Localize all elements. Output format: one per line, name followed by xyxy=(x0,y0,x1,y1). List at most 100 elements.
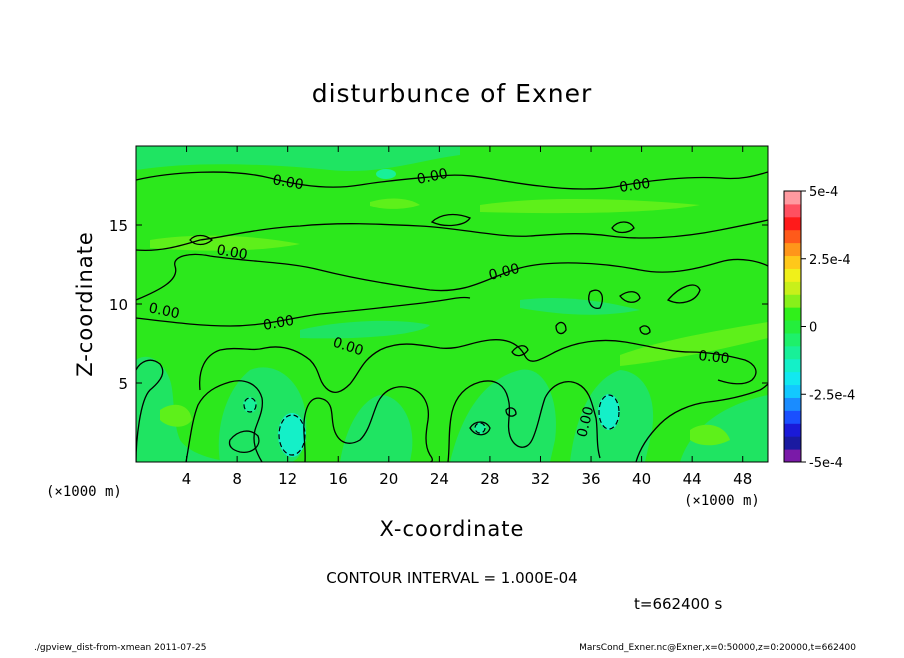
colorbar-tick-label: 2.5e-4 xyxy=(809,253,851,268)
field-patch xyxy=(278,413,306,457)
field-patch xyxy=(690,424,730,446)
contour-line-negative xyxy=(474,422,486,434)
contour-label: 0.00 xyxy=(416,166,450,188)
colorbar-swatch xyxy=(784,332,801,347)
y-axis-label: Z-coordinate xyxy=(73,231,97,377)
contour-line xyxy=(611,221,635,234)
colorbar-ticks: 5e-4 2.5e-4 0 -2.5e-4 -5e-4 xyxy=(801,185,855,471)
contour-line xyxy=(505,407,517,417)
field-patch xyxy=(136,356,240,462)
x-tick-label: 28 xyxy=(480,470,499,488)
colorbar-swatch xyxy=(784,345,801,360)
contour-line xyxy=(136,219,768,252)
plot-area: 0.00 0.00 0.00 0.00 0.00 0.00 0.00 0.00 … xyxy=(109,145,769,488)
contour-label: 0.00 xyxy=(574,405,597,439)
colorbar-swatch xyxy=(784,436,801,450)
field-patch xyxy=(680,395,768,462)
contour-line xyxy=(619,291,641,303)
colorbar-swatch xyxy=(784,216,801,231)
contour-line xyxy=(136,359,164,462)
contour-line xyxy=(469,421,491,436)
colorbar-swatch xyxy=(784,371,801,386)
field-patch xyxy=(150,235,300,251)
contour-line xyxy=(447,380,601,462)
x-tick-label: 48 xyxy=(733,470,752,488)
colorbar-swatch xyxy=(784,294,801,308)
colorbar-tick-label: 0 xyxy=(809,321,817,336)
contour-line xyxy=(666,284,701,304)
colorbar-tick-label: -2.5e-4 xyxy=(809,388,855,403)
y-tick-label: 15 xyxy=(109,217,128,235)
y-tick-label: 5 xyxy=(118,375,128,393)
x-tick-label: 44 xyxy=(683,470,702,488)
contour-line xyxy=(430,213,471,227)
field-patch xyxy=(520,298,640,315)
field-patch xyxy=(136,146,460,172)
contour-line xyxy=(136,171,768,190)
contour-line xyxy=(635,383,768,462)
contour-line xyxy=(136,253,768,301)
colorbar-swatch xyxy=(784,397,801,411)
x-tick-label: 32 xyxy=(531,470,550,488)
colorbar-swatch xyxy=(784,255,801,269)
contour-line-negative xyxy=(598,394,620,430)
colorbar-tick-label: 5e-4 xyxy=(809,185,838,200)
contour-line xyxy=(639,325,651,335)
field-patch xyxy=(340,395,413,462)
x-unit-label-right: (×1000 m) xyxy=(684,493,760,509)
field-patch xyxy=(160,404,192,427)
contour-line xyxy=(588,289,604,309)
colorbar-swatch xyxy=(784,268,801,282)
field-patch xyxy=(370,198,420,209)
x-axis-label: X-coordinate xyxy=(380,517,525,541)
field-patch xyxy=(450,369,556,462)
field-patch xyxy=(300,320,430,339)
contour-line xyxy=(136,296,471,327)
colorbar-swatch xyxy=(784,449,801,463)
x-tick-label: 4 xyxy=(182,470,192,488)
colorbar-swatch xyxy=(784,410,801,424)
contour-line xyxy=(199,339,757,394)
colorbar: 5e-4 2.5e-4 0 -2.5e-4 -5e-4 xyxy=(783,185,855,471)
colorbar-swatch xyxy=(784,320,801,334)
field-patch xyxy=(480,198,700,214)
contour-line-negative xyxy=(278,414,306,456)
x-tick-label: 24 xyxy=(430,470,449,488)
contour-line xyxy=(303,386,433,462)
colorbar-swatch xyxy=(784,358,801,373)
colorbar-swatch xyxy=(784,203,801,218)
x-tick-label: 36 xyxy=(581,470,600,488)
colorbar-swatches xyxy=(784,191,801,463)
footer-right: MarsCond_Exner.nc@Exner,x=0:50000,z=0:20… xyxy=(579,643,856,653)
footer-left: ./gpview_dist-from-xmean 2011-07-25 xyxy=(34,643,206,653)
contour-label: 0.00 xyxy=(262,313,295,334)
contour-line xyxy=(555,321,567,335)
field-patch xyxy=(620,322,768,366)
contour-lines xyxy=(136,171,768,462)
negative-contours xyxy=(243,394,620,456)
contour-label: 0.00 xyxy=(215,242,248,263)
x-tick-label: 12 xyxy=(278,470,297,488)
y-tick-label: 10 xyxy=(109,296,128,314)
contour-label: 0.00 xyxy=(618,176,651,196)
contour-line xyxy=(228,430,260,453)
x-tick-label: 20 xyxy=(379,470,398,488)
contour-label: 0.00 xyxy=(698,348,731,367)
x-tick-label: 40 xyxy=(632,470,651,488)
colorbar-swatch xyxy=(784,242,801,257)
colorbar-swatch xyxy=(784,384,801,398)
field-patch xyxy=(376,169,396,179)
field-patch xyxy=(598,394,620,430)
x-tick-label: 16 xyxy=(329,470,348,488)
time-label: t=662400 s xyxy=(634,595,722,613)
field-patch xyxy=(474,422,486,434)
contour-labels: 0.00 0.00 0.00 0.00 0.00 0.00 0.00 0.00 … xyxy=(147,166,730,439)
colorbar-swatch xyxy=(784,423,801,437)
x-tick-label: 8 xyxy=(232,470,242,488)
contour-label: 0.00 xyxy=(147,300,181,322)
contour-label: 0.00 xyxy=(487,261,521,284)
contour-label: 0.00 xyxy=(271,172,304,193)
colorbar-swatch xyxy=(784,191,801,205)
